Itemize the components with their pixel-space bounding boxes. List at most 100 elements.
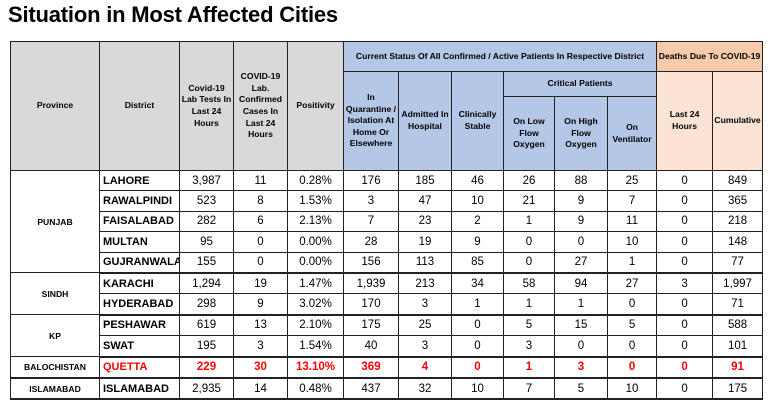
admitted-cell: 3 — [398, 335, 452, 358]
cases-cell: 6 — [233, 210, 288, 233]
tests-cell: 298 — [179, 293, 234, 316]
province-cell: PUNJAB — [10, 169, 100, 274]
deaths-cum-cell: 175 — [712, 377, 764, 401]
ventilator-cell: 27 — [606, 272, 658, 295]
tests-cell: 523 — [179, 190, 234, 212]
ventilator-cell: 10 — [606, 377, 658, 401]
district-cell: KARACHI — [99, 272, 180, 295]
cases-cell: 9 — [233, 293, 288, 316]
positivity-header: Positivity — [287, 41, 344, 171]
tests-cell: 95 — [179, 231, 234, 253]
positivity-cell: 3.02% — [287, 293, 344, 316]
cases-cell: 8 — [233, 190, 288, 212]
district-cell: HYDERABAD — [99, 293, 180, 316]
quarantine-cell: 156 — [343, 251, 399, 274]
page-title: Situation in Most Affected Cities — [8, 2, 338, 27]
ventilator-cell: 1 — [606, 251, 658, 274]
table-row: MULTAN 95 0 0.00% 28 19 9 0 0 10 0 148 — [11, 231, 764, 253]
cases-cell: 0 — [233, 251, 288, 274]
positivity-cell: 1.53% — [287, 190, 344, 212]
deaths-24h-cell: 0 — [656, 251, 714, 274]
ventilator-cell: 0 — [606, 293, 658, 316]
low-flow-cell: 5 — [503, 314, 555, 337]
table-body: PUNJAB LAHORE 3,987 11 0.28% 176 185 46 26 88 25 0 8… — [10, 169, 764, 401]
deaths-cum-cell: 77 — [712, 251, 764, 274]
deaths-cum-cell: 71 — [712, 293, 764, 316]
district-cell: GUJRANWALA — [99, 251, 180, 274]
district-cell: MULTAN — [99, 231, 180, 253]
cases-cell: 13 — [233, 314, 288, 337]
cases-cell: 0 — [233, 231, 288, 253]
table-row: BALOCHISTAN QUETTA 229 30 13.10% 369 4 0 1 3 0 0 91 — [10, 356, 764, 379]
admitted-cell: 19 — [398, 231, 452, 253]
admitted-header: Admitted In Hospital — [398, 71, 452, 171]
low-flow-cell: 58 — [503, 272, 555, 295]
province-header: Province — [10, 41, 100, 171]
stable-cell: 10 — [451, 190, 504, 212]
quarantine-cell: 437 — [343, 377, 399, 401]
high-flow-cell: 88 — [554, 169, 608, 192]
positivity-cell: 0.00% — [287, 231, 344, 253]
deaths-cum-cell: 1,997 — [712, 272, 764, 295]
low-flow-cell: 26 — [503, 169, 555, 192]
district-cell: ISLAMABAD — [99, 377, 180, 401]
quarantine-cell: 1,939 — [343, 272, 399, 295]
positivity-cell: 13.10% — [287, 356, 344, 379]
cases-cell: 19 — [233, 272, 288, 295]
deaths-24h-cell: 3 — [656, 272, 714, 295]
ventilator-cell: 10 — [606, 231, 658, 253]
table-row: FAISALABAD 282 6 2.13% 7 23 2 1 9 11 0 218 — [11, 210, 764, 233]
low-flow-cell: 21 — [503, 190, 555, 212]
stable-cell: 0 — [451, 314, 504, 337]
deaths-cum-cell: 101 — [712, 335, 764, 358]
province-cell: BALOCHISTAN — [10, 356, 100, 379]
deaths-cum-cell: 91 — [712, 356, 764, 379]
table-row: RAWALPINDI 523 8 1.53% 3 47 10 21 9 7 0 365 — [11, 190, 764, 212]
admitted-cell: 3 — [398, 293, 452, 316]
deaths-24h-header: Last 24 Hours — [656, 71, 714, 171]
stable-cell: 0 — [451, 335, 504, 358]
ventilator-cell: 7 — [606, 190, 658, 212]
tests-cell: 229 — [179, 356, 234, 379]
high-flow-cell: 1 — [554, 293, 608, 316]
critical-group-header: Critical Patients — [502, 71, 658, 97]
ventilator-cell: 0 — [606, 335, 658, 358]
province-cell: ISLAMABAD — [10, 377, 100, 401]
cases-cell: 30 — [233, 356, 288, 379]
table-row: SINDH KARACHI 1,294 19 1.47% 1,939 213 34 58 94 27… — [10, 272, 764, 316]
quarantine-cell: 170 — [343, 293, 399, 316]
low-flow-cell: 3 — [503, 335, 555, 358]
admitted-cell: 4 — [398, 356, 452, 379]
table-row: ISLAMABAD ISLAMABAD 2,935 14 0.48% 437 32 10 7 5 1… — [10, 377, 764, 401]
admitted-cell: 213 — [398, 272, 452, 295]
low-flow-cell: 1 — [503, 210, 555, 233]
deaths-24h-cell: 0 — [656, 377, 714, 401]
deaths-24h-cell: 0 — [656, 210, 714, 233]
stable-cell: 1 — [451, 293, 504, 316]
positivity-cell: 2.10% — [287, 314, 344, 337]
district-cell: LAHORE — [99, 169, 180, 192]
tests-cell: 195 — [179, 335, 234, 358]
stable-cell: 2 — [451, 210, 504, 233]
district-cell: RAWALPINDI — [99, 190, 180, 212]
high-flow-cell: 0 — [554, 335, 608, 358]
quarantine-cell: 176 — [343, 169, 399, 192]
quarantine-cell: 369 — [343, 356, 399, 379]
high-flow-cell: 27 — [554, 251, 608, 274]
district-cell: PESHAWAR — [99, 314, 180, 337]
province-cell: KP — [10, 314, 100, 358]
cases-cell: 11 — [233, 169, 288, 192]
deaths-24h-cell: 0 — [656, 169, 714, 192]
stable-cell: 9 — [451, 231, 504, 253]
positivity-cell: 0.00% — [287, 251, 344, 274]
lab-tests-header: Covid-19 Lab Tests In Last 24 Hours — [179, 41, 234, 171]
stable-cell: 46 — [451, 169, 504, 192]
admitted-cell: 47 — [398, 190, 452, 212]
table-row: GUJRANWALA 155 0 0.00% 156 113 85 0 27 1 0 77 — [11, 251, 764, 274]
deaths-24h-cell: 0 — [656, 335, 714, 358]
district-cell: FAISALABAD — [99, 210, 180, 233]
tests-cell: 282 — [179, 210, 234, 233]
quarantine-cell: 40 — [343, 335, 399, 358]
low-flow-header: On Low Flow Oxygen — [503, 96, 555, 171]
high-flow-cell: 15 — [554, 314, 608, 337]
